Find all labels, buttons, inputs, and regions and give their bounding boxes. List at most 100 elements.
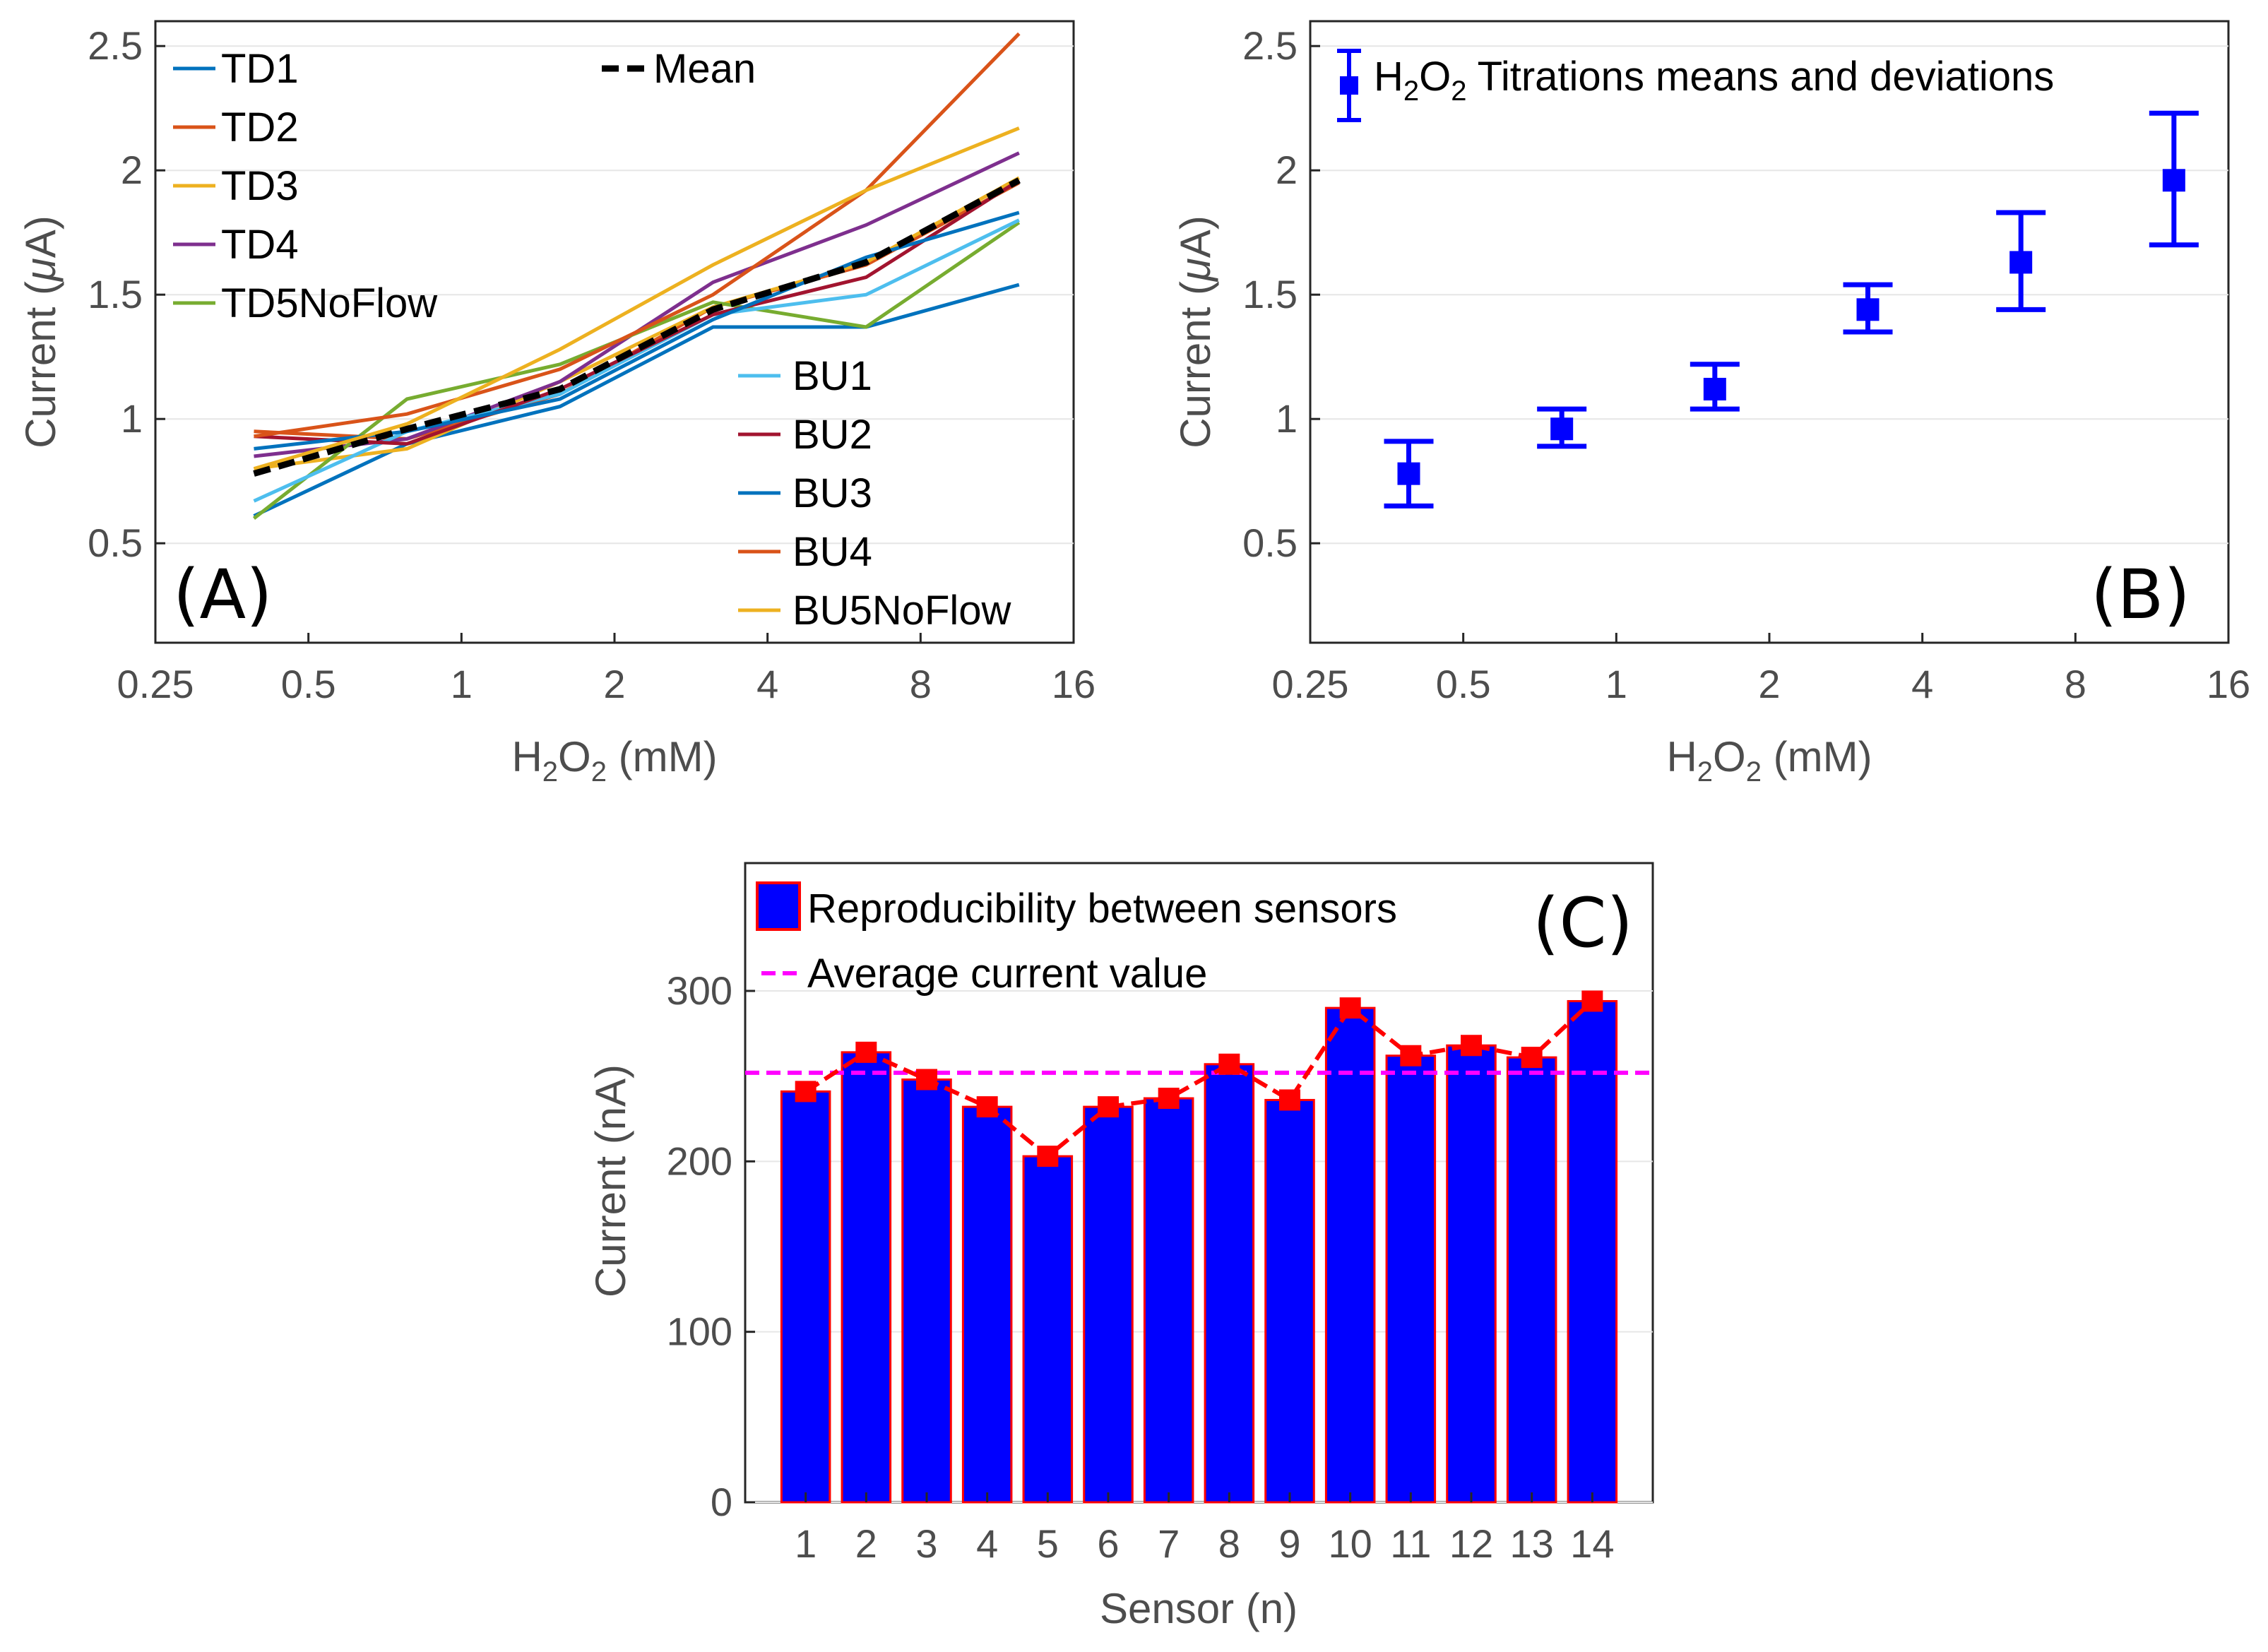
bar-sensor-4	[961, 1105, 1013, 1504]
panel-c-bars	[780, 999, 1618, 1504]
y-label-post: A)	[17, 215, 64, 258]
panel-a-series-lines	[252, 32, 1021, 520]
series-line-bu4	[254, 32, 1021, 439]
b-y-label-pre: Current (	[1172, 281, 1219, 448]
panel-c-legend: Reproducibility between sensors Average …	[756, 881, 1397, 997]
bar-sensor-5	[1022, 1155, 1074, 1504]
panel-c-trend-line	[795, 990, 1603, 1167]
bar-sensor-7	[1143, 1097, 1194, 1504]
x-tick-label: 0.5	[281, 662, 336, 706]
panel-a-legend-left: TD1 TD2 TD3 TD4 TD5NoFlow	[173, 46, 438, 326]
trend-marker	[855, 1041, 877, 1063]
x-tick-label: 2	[603, 662, 625, 706]
x-label-sub2: 2	[591, 756, 607, 788]
y-tick-label: 100	[667, 1309, 732, 1354]
legend-bar-swatch	[756, 881, 801, 931]
trend-marker	[1581, 990, 1603, 1012]
y-label-pre: Current (	[17, 281, 64, 448]
x-tick-label: 11	[1390, 1521, 1431, 1566]
series-line-bu5noflow	[253, 126, 1020, 470]
y-tick-label: 1	[1276, 396, 1298, 441]
legend-label-bu4: BU4	[792, 529, 872, 575]
x-tick-label: 14	[1570, 1521, 1614, 1566]
legend-label-average: Average current value	[807, 951, 1207, 997]
mean-marker	[2009, 251, 2033, 274]
y-tick-label: 1.5	[1242, 272, 1298, 316]
bar-sensor-6	[1083, 1105, 1134, 1504]
trend-marker	[1521, 1047, 1543, 1069]
panel-b-axes-box	[1309, 20, 2230, 644]
x-label-sub1: 2	[542, 756, 558, 788]
legend-o: O	[1419, 54, 1451, 100]
legend-label-bu1: BU1	[792, 353, 872, 399]
trend-marker	[1339, 997, 1361, 1019]
x-tick-label: 13	[1510, 1521, 1554, 1566]
y-label-mu: μ	[17, 258, 64, 283]
b-x-label-unit: (mM)	[1762, 733, 1872, 780]
x-tick-label: 6	[1097, 1521, 1119, 1566]
b-x-label-h: H	[1666, 733, 1697, 780]
series-line-bu2	[254, 179, 1021, 446]
bar-sensor-10	[1324, 1006, 1376, 1504]
panel-b-legend-label: H2O2 Titrations means and deviations	[1374, 54, 2054, 107]
b-y-label-post: A)	[1172, 215, 1219, 258]
legend-label-bu5noflow: BU5NoFlow	[792, 588, 1012, 634]
x-tick-label: 16	[2207, 662, 2250, 706]
x-tick-label: 9	[1278, 1521, 1300, 1566]
panel-c-axes-box	[744, 862, 1654, 1504]
trend-marker	[1218, 1053, 1240, 1075]
legend-label-td1: TD1	[221, 46, 299, 92]
trend-marker	[1158, 1088, 1180, 1110]
legend-label-td2: TD2	[221, 105, 299, 150]
x-tick-label: 1	[1605, 662, 1627, 706]
bar-sensor-14	[1567, 999, 1618, 1504]
legend-sub1: 2	[1403, 76, 1419, 107]
x-label-h: H	[511, 733, 542, 780]
y-tick-label: 1.5	[88, 272, 143, 316]
panel-b-label: (B)	[2091, 555, 2190, 634]
legend-h: H	[1374, 54, 1403, 100]
panel-a-y-axis-label: Current (μA)	[17, 215, 64, 448]
legend-label-bu2: BU2	[792, 412, 872, 458]
x-tick-label: 8	[2065, 662, 2086, 706]
panel-b-x-ticks: 0.25 0.5 1 2 4 8 16	[1272, 633, 2250, 706]
mean-marker	[1550, 417, 1574, 441]
legend-label-mean: Mean	[653, 46, 756, 92]
y-tick-label: 2.5	[1242, 23, 1298, 68]
bar-sensor-11	[1385, 1054, 1437, 1504]
b-x-label-sub2: 2	[1746, 756, 1762, 788]
panel-a-axes-box	[154, 20, 1075, 644]
panel-b-chart: 0.25 0.5 1 2 4 8 16 0.511.522.5 H2O2 Titration…	[1172, 20, 2250, 788]
x-tick-label: 7	[1158, 1521, 1180, 1566]
b-y-label-mu: μ	[1172, 258, 1219, 283]
legend-label-td5noflow: TD5NoFlow	[221, 280, 438, 326]
series-line-td1	[253, 283, 1020, 518]
x-tick-label: 1	[795, 1521, 817, 1566]
trend-marker	[1098, 1096, 1119, 1118]
trend-marker	[1400, 1045, 1422, 1066]
trend-marker	[1037, 1146, 1059, 1167]
panel-c-y-ticks: 0 100 200 300	[667, 968, 755, 1524]
legend-label-bu3: BU3	[792, 470, 872, 516]
x-label-o: O	[558, 733, 591, 780]
x-label-unit: (mM)	[607, 733, 718, 780]
panel-a-x-ticks: 0.25 0.5 1 2 4 8 16	[117, 633, 1096, 706]
legend-rest: Titrations means and deviations	[1467, 54, 2055, 100]
panel-b-legend: H2O2 Titrations means and deviations	[1337, 49, 2054, 122]
y-tick-label: 200	[667, 1139, 732, 1183]
x-tick-label: 8	[910, 662, 932, 706]
bar-sensor-2	[841, 1051, 892, 1504]
bar-sensor-9	[1264, 1098, 1315, 1504]
x-tick-label: 10	[1329, 1521, 1372, 1566]
trend-marker	[1279, 1089, 1300, 1111]
bar-sensor-13	[1506, 1056, 1557, 1504]
mean-marker	[1856, 298, 1880, 321]
mean-marker	[1397, 462, 1420, 485]
x-tick-label: 8	[1218, 1521, 1240, 1566]
trend-marker	[1461, 1035, 1482, 1057]
panel-a-x-axis-label: H2O2 (mM)	[511, 733, 717, 788]
y-tick-label: 1	[121, 396, 143, 441]
bar-sensor-8	[1204, 1063, 1255, 1504]
x-tick-label: 4	[756, 662, 778, 706]
